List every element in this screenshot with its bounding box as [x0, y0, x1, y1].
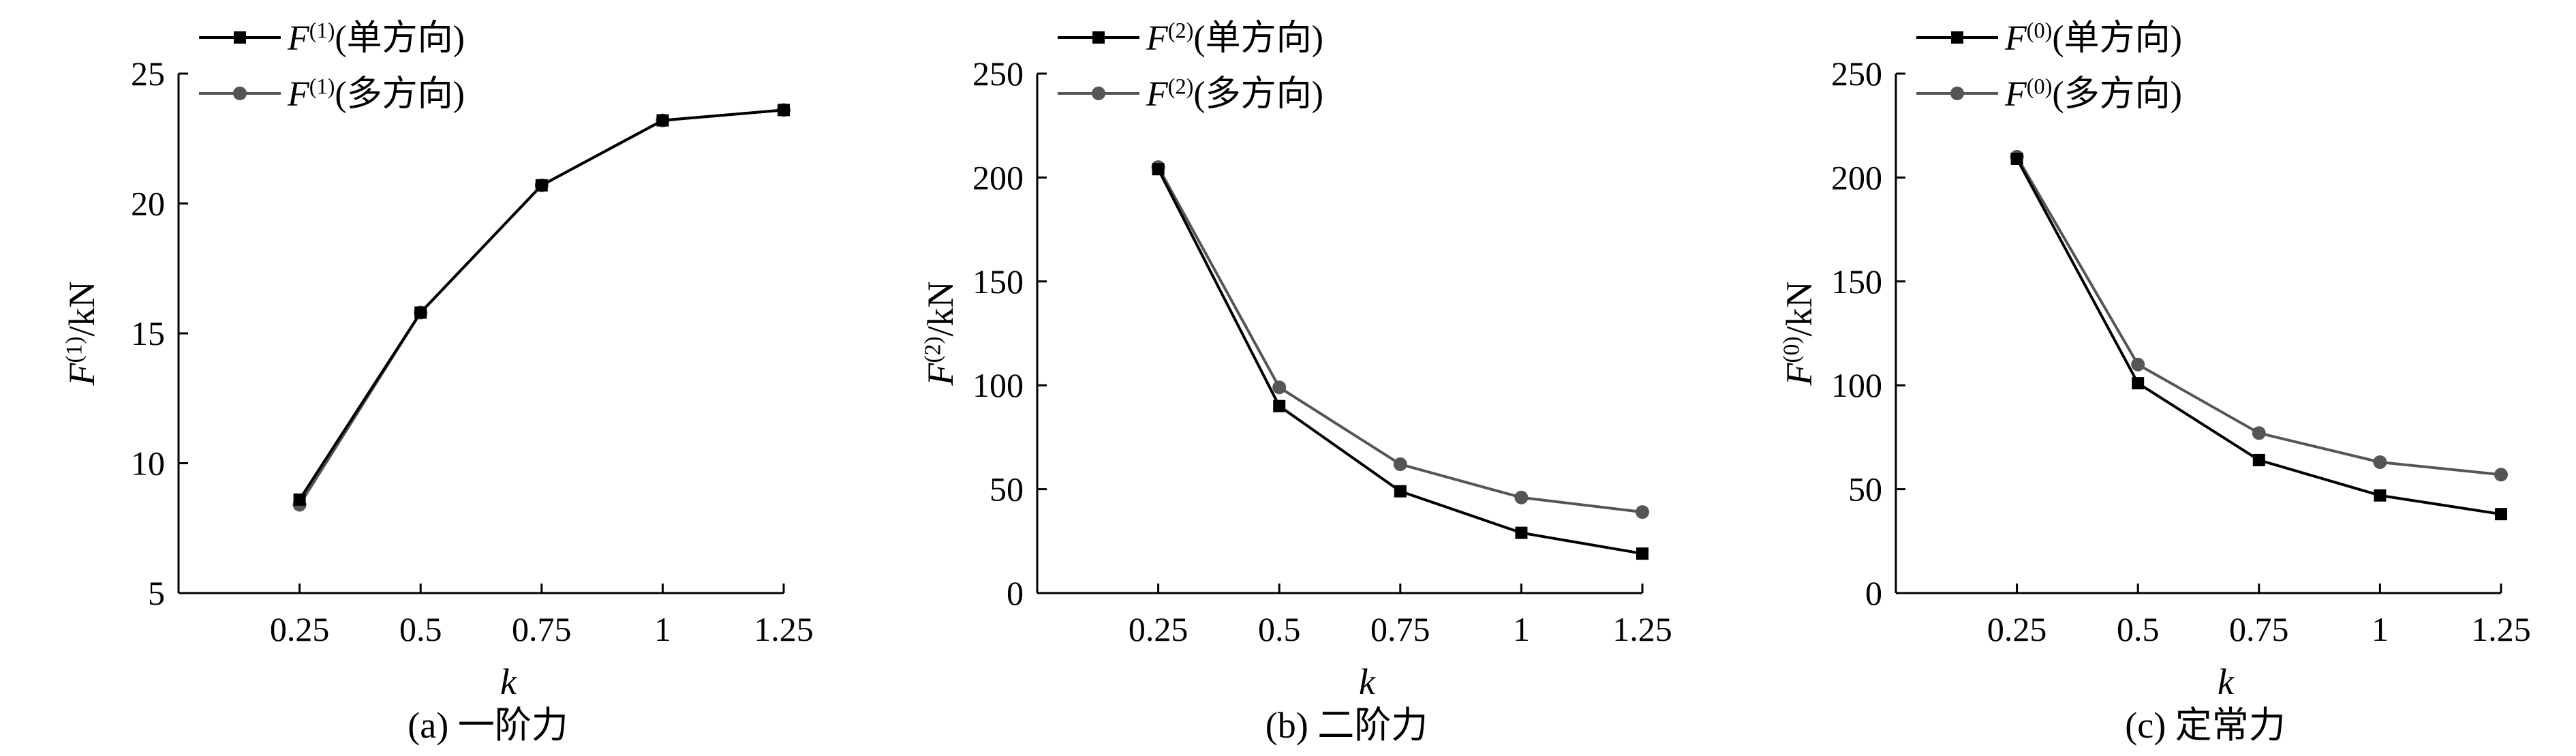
- x-tick-label: 1.25: [754, 610, 814, 648]
- x-tick-label: 0.5: [399, 610, 442, 648]
- x-axis-title: k: [500, 661, 517, 702]
- data-point-circle: [1393, 457, 1407, 472]
- data-point-square: [1394, 485, 1407, 498]
- chart-panel-a: 5 10 15 20 25 0.25 0.5 0.75 1 1.25 k F(1)/kN (a) 一阶力…: [0, 0, 859, 756]
- legend-label: F(1)(单方向): [287, 18, 465, 58]
- y-tick-label: 10: [131, 444, 165, 483]
- y-tick-label: 250: [972, 55, 1024, 93]
- chart-panel-b: 0 50 100 150 200 250 0.25 0.5 0.75 1 1.25 k F(2)/kN (…: [859, 0, 1717, 756]
- y-tick-label: 50: [990, 470, 1024, 509]
- chart-b-svg: 0 50 100 150 200 250 0.25 0.5 0.75 1 1.25 k F(2)/kN (…: [920, 18, 1672, 746]
- y-tick-label: 15: [131, 314, 165, 352]
- legend-marker-square: [1951, 31, 1963, 44]
- data-point-square: [778, 104, 790, 117]
- x-axis-title: k: [2218, 661, 2235, 702]
- y-axis-title: F(2)/kN: [920, 281, 961, 386]
- data-point-square: [1636, 547, 1649, 560]
- legend-label: F(1)(多方向): [287, 74, 465, 114]
- x-tick-label: 0.25: [1987, 610, 2047, 648]
- data-point-square: [2010, 152, 2023, 165]
- figure-caption: (b) 二阶力: [1266, 705, 1428, 746]
- y-tick-label: 150: [1831, 262, 1882, 301]
- x-tick-label: 0.75: [2229, 610, 2289, 648]
- data-point-square: [2252, 453, 2265, 466]
- y-tick-label: 0: [1007, 574, 1024, 612]
- y-tick-label: 50: [1848, 470, 1882, 509]
- series-line-multi-direction: [298, 108, 784, 506]
- data-point-square: [535, 179, 548, 192]
- chart-a-svg: 5 10 15 20 25 0.25 0.5 0.75 1 1.25 k F(1)/kN (a) 一阶力…: [61, 18, 814, 746]
- y-tick-label: 150: [972, 262, 1024, 301]
- data-point-square: [2495, 508, 2507, 521]
- data-point-square: [2132, 377, 2145, 390]
- x-tick-label: 1: [654, 610, 671, 648]
- data-point-circle: [2131, 357, 2145, 372]
- y-tick-label: 20: [131, 185, 165, 223]
- chart-c-svg: 0 50 100 150 200 250 0.25 0.5 0.75 1 1.25 k F(0)/kN (…: [1779, 18, 2531, 746]
- y-axis-title: F(1)/kN: [61, 281, 102, 386]
- chart-panel-c: 0 50 100 150 200 250 0.25 0.5 0.75 1 1.25 k F(0)/kN (…: [1717, 0, 2576, 756]
- y-axis-title: F(0)/kN: [1779, 281, 1820, 386]
- data-point-circle: [2494, 468, 2508, 482]
- data-point-square: [1273, 399, 1286, 412]
- y-tick-label: 100: [972, 366, 1024, 404]
- data-point-square: [293, 493, 306, 506]
- y-tick-label: 5: [148, 574, 165, 612]
- y-tick-label: 200: [1831, 158, 1882, 196]
- x-axis-title: k: [1359, 661, 1376, 702]
- x-tick-label: 1.25: [2471, 610, 2531, 648]
- y-tick-label: 200: [972, 158, 1024, 196]
- x-tick-label: 1: [2372, 610, 2389, 648]
- series-line-single-direction: [298, 108, 784, 500]
- data-point-circle: [2373, 455, 2387, 469]
- data-point-circle: [1272, 380, 1287, 395]
- y-tick-label: 250: [1831, 55, 1882, 93]
- legend-marker-square: [234, 31, 246, 44]
- legend-marker-circle: [1950, 87, 1964, 100]
- legend-label: F(2)(单方向): [1146, 18, 1323, 58]
- x-tick-label: 1: [1513, 610, 1530, 648]
- data-point-square: [2374, 489, 2387, 502]
- figure-caption: (a) 一阶力: [408, 705, 568, 746]
- data-point-square: [1515, 526, 1528, 539]
- legend-marker-circle: [233, 87, 247, 100]
- x-tick-label: 0.5: [2117, 610, 2160, 648]
- x-tick-label: 0.75: [512, 610, 572, 648]
- x-tick-label: 1.25: [1612, 610, 1672, 648]
- data-point-circle: [1636, 505, 1649, 519]
- x-tick-label: 0.25: [1129, 610, 1189, 648]
- legend-marker-square: [1092, 31, 1105, 44]
- data-point-square: [414, 306, 427, 319]
- x-tick-label: 0.5: [1258, 610, 1301, 648]
- data-point-circle: [2252, 426, 2266, 440]
- y-tick-label: 25: [131, 55, 165, 93]
- figure-caption: (c) 定常力: [2125, 705, 2285, 746]
- data-point-square: [656, 114, 669, 127]
- data-point-square: [1152, 163, 1165, 176]
- y-tick-label: 0: [1865, 574, 1882, 612]
- legend-label: F(0)(多方向): [2004, 74, 2182, 114]
- x-tick-label: 0.75: [1370, 610, 1430, 648]
- legend-marker-circle: [1092, 87, 1105, 100]
- x-tick-label: 0.25: [270, 610, 330, 648]
- data-point-circle: [1514, 490, 1529, 504]
- legend-label: F(0)(单方向): [2004, 18, 2182, 58]
- y-tick-label: 100: [1831, 366, 1882, 404]
- legend-label: F(2)(多方向): [1146, 74, 1323, 114]
